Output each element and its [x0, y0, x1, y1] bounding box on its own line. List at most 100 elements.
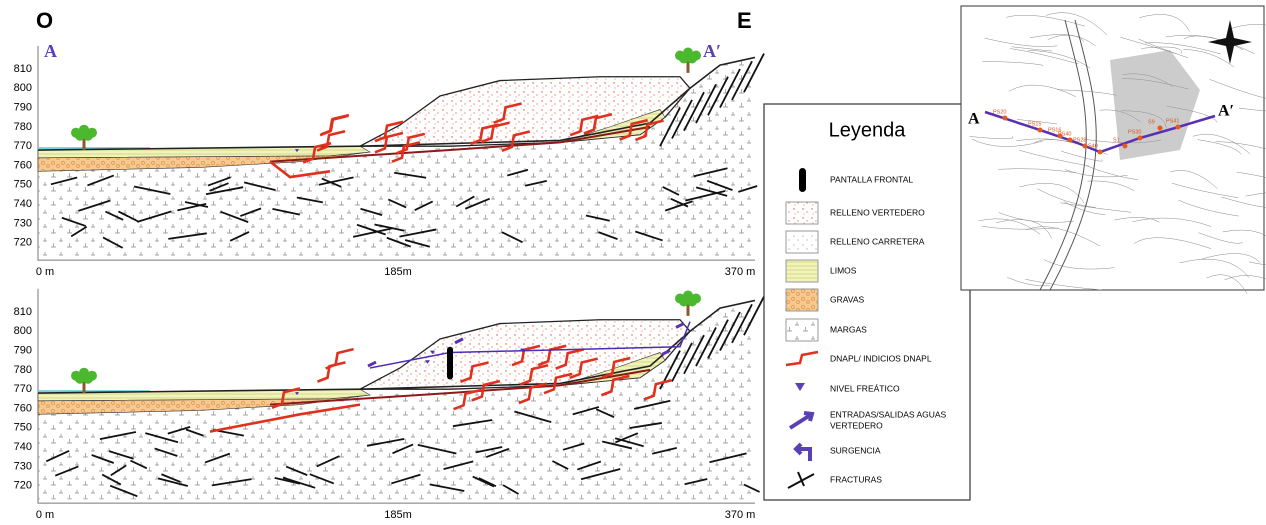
fracture	[321, 177, 342, 188]
fracture	[719, 311, 741, 352]
compass	[1208, 20, 1252, 64]
y-tick-label: 790	[14, 102, 32, 114]
fracture	[108, 450, 134, 460]
fracture	[695, 327, 717, 367]
fracture	[670, 197, 689, 208]
fracture	[743, 483, 760, 493]
dnapl	[600, 374, 630, 397]
fracture	[168, 232, 207, 240]
fracture	[50, 176, 78, 186]
tree-crown	[687, 53, 697, 64]
fracture	[318, 176, 354, 186]
fracture	[693, 167, 728, 178]
contour	[1228, 24, 1266, 30]
dnapl	[374, 131, 404, 154]
tree-crown	[75, 373, 85, 384]
fracture	[366, 438, 405, 447]
contour	[1007, 277, 1051, 287]
contour	[1043, 259, 1115, 270]
nivel-freatico	[425, 360, 430, 364]
road	[1039, 19, 1097, 291]
dnapl	[209, 403, 361, 433]
fracture	[683, 91, 705, 132]
swatch-entradas	[788, 411, 815, 430]
y-tick-label: 730	[14, 460, 32, 472]
y-tick-label: 800	[14, 325, 32, 337]
fracture	[99, 431, 137, 441]
axis-frame	[37, 45, 755, 261]
fracture	[615, 432, 639, 444]
y-tick-label: 750	[14, 422, 32, 434]
contour	[1221, 196, 1266, 208]
contour	[1144, 42, 1221, 55]
sample-point	[1067, 137, 1073, 143]
fracture	[130, 459, 148, 470]
sample-label: PS15	[1028, 121, 1041, 127]
contour	[984, 37, 1058, 47]
swatch-dnapl	[785, 350, 819, 367]
contour	[1222, 229, 1266, 236]
dnapl	[317, 361, 346, 383]
fracture	[429, 483, 465, 492]
sample-point	[1157, 125, 1163, 131]
fracture	[455, 195, 475, 208]
sample-label: S1	[1113, 137, 1120, 143]
flow-arrow	[367, 360, 377, 368]
dnapl	[555, 348, 584, 370]
legend-label: PANTALLA FRONTAL	[830, 174, 913, 184]
fracture	[524, 180, 547, 187]
fracture	[207, 176, 231, 187]
dnapl	[271, 387, 301, 409]
fracture	[629, 422, 662, 429]
legend-label: SURGENCIA	[830, 445, 881, 455]
contour	[1019, 183, 1085, 204]
flow-arrow	[454, 337, 464, 345]
sample-point	[1037, 127, 1043, 133]
contour	[1224, 275, 1266, 281]
fracture	[105, 210, 124, 221]
y-tick-label: 790	[14, 345, 32, 357]
fracture	[706, 179, 733, 191]
fracture	[707, 76, 729, 116]
y-tick-label: 770	[14, 383, 32, 395]
dnapl	[569, 114, 599, 137]
contour	[1171, 182, 1239, 199]
y-tick-label: 760	[14, 402, 32, 414]
contour	[1197, 139, 1242, 155]
x-tick-label: 370 m	[725, 509, 756, 520]
pantalla	[447, 346, 453, 380]
legend: Leyenda PANTALLA FRONTAL RELLENO VERTEDER…	[763, 103, 971, 501]
base-line	[269, 125, 651, 163]
sample-point	[1137, 135, 1143, 141]
fracture	[61, 216, 87, 227]
sample-label: PS20	[993, 109, 1006, 115]
fracture	[443, 460, 474, 470]
fracture	[399, 228, 437, 238]
fracture	[719, 68, 741, 109]
x-tick-label: 0 m	[36, 509, 54, 520]
dnapl	[469, 123, 499, 146]
fracture	[601, 440, 633, 450]
water-table	[369, 321, 691, 369]
dnapl	[319, 114, 349, 137]
fracture	[387, 198, 407, 209]
margas	[38, 57, 755, 257]
fracture	[316, 455, 340, 468]
y-tick-label: 780	[14, 121, 32, 133]
fracture	[205, 186, 244, 196]
dnapl	[569, 357, 599, 380]
tree-trunk	[82, 138, 86, 151]
sample-point	[1175, 124, 1181, 130]
swatch-fracturas	[787, 471, 815, 489]
fracture	[285, 465, 308, 476]
fracture	[743, 53, 765, 93]
contour	[1045, 12, 1108, 36]
fracture	[157, 477, 188, 487]
swatch-relleno-vertedero	[785, 201, 819, 225]
x-tick-label: 185m	[384, 509, 412, 520]
fracture	[472, 475, 495, 488]
contour	[1057, 89, 1117, 96]
west-label: O	[36, 8, 53, 33]
